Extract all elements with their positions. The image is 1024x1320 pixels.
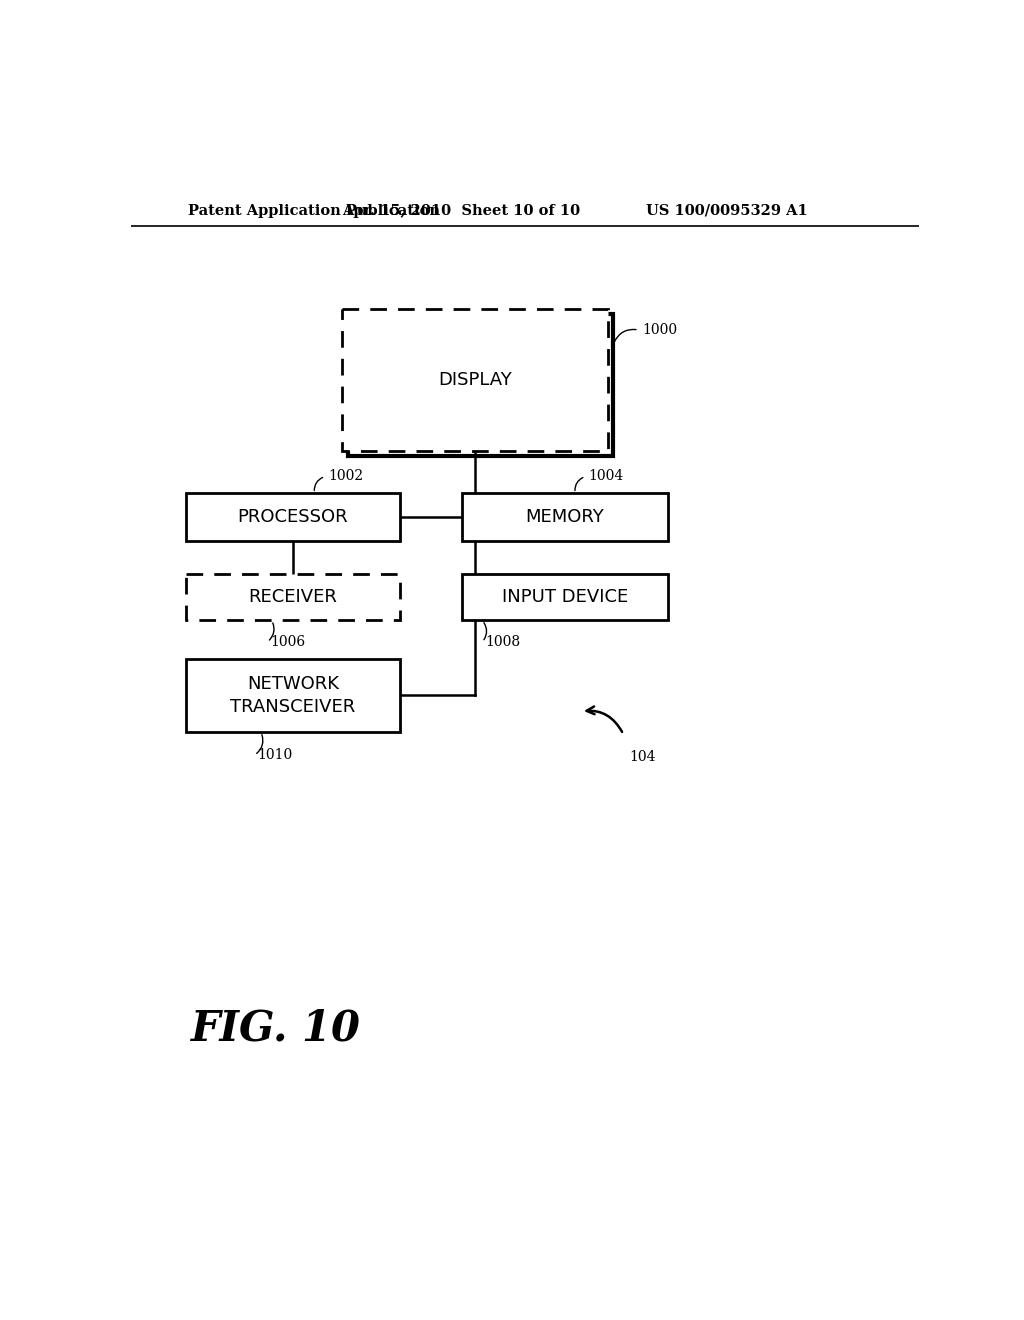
Text: 1006: 1006 bbox=[270, 635, 305, 649]
Bar bbox=[186, 574, 400, 620]
FancyArrowPatch shape bbox=[587, 706, 622, 731]
Text: RECEIVER: RECEIVER bbox=[249, 589, 338, 606]
Text: NETWORK
TRANSCEIVER: NETWORK TRANSCEIVER bbox=[230, 675, 355, 717]
Bar bbox=[462, 574, 668, 620]
Text: FIG. 10: FIG. 10 bbox=[190, 1007, 360, 1049]
FancyArrowPatch shape bbox=[574, 478, 583, 491]
Text: US 100/0095329 A1: US 100/0095329 A1 bbox=[646, 203, 808, 218]
Text: 1004: 1004 bbox=[589, 470, 624, 483]
Text: DISPLAY: DISPLAY bbox=[438, 371, 512, 389]
Text: PROCESSOR: PROCESSOR bbox=[238, 508, 348, 527]
Bar bbox=[462, 494, 668, 541]
FancyArrowPatch shape bbox=[614, 330, 636, 342]
Text: INPUT DEVICE: INPUT DEVICE bbox=[502, 589, 628, 606]
Text: 104: 104 bbox=[630, 750, 656, 764]
FancyArrowPatch shape bbox=[314, 478, 323, 491]
Text: Apr. 15, 2010  Sheet 10 of 10: Apr. 15, 2010 Sheet 10 of 10 bbox=[343, 203, 581, 218]
Bar bbox=[186, 494, 400, 541]
FancyArrowPatch shape bbox=[269, 623, 274, 640]
Text: 1010: 1010 bbox=[258, 748, 293, 762]
Text: 1000: 1000 bbox=[642, 323, 677, 337]
FancyArrowPatch shape bbox=[257, 735, 263, 754]
FancyArrowPatch shape bbox=[484, 623, 486, 640]
Bar bbox=[342, 309, 608, 451]
Text: Patent Application Publication: Patent Application Publication bbox=[188, 203, 440, 218]
Text: MEMORY: MEMORY bbox=[525, 508, 604, 527]
Text: 1002: 1002 bbox=[329, 470, 364, 483]
Bar bbox=[186, 659, 400, 733]
Text: 1008: 1008 bbox=[485, 635, 520, 649]
Bar bbox=[348, 314, 613, 457]
